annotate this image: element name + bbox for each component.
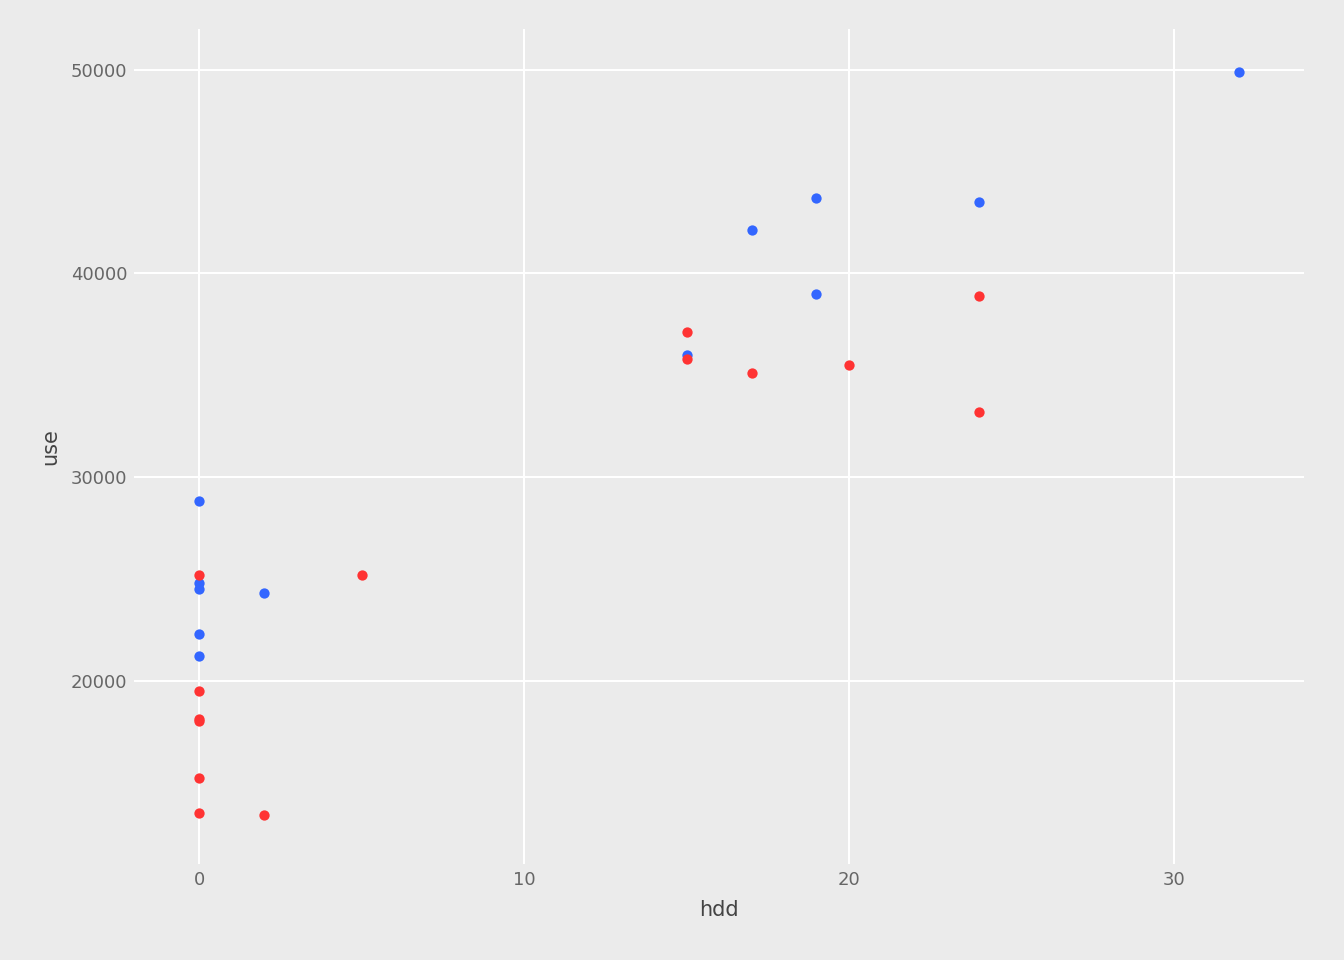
X-axis label: hdd: hdd	[699, 900, 739, 920]
Point	[968, 194, 989, 209]
Point	[188, 684, 210, 699]
Point	[741, 366, 762, 381]
Point	[254, 807, 276, 823]
Point	[188, 626, 210, 641]
Point	[805, 190, 827, 205]
Point	[188, 582, 210, 597]
Point	[968, 404, 989, 420]
Point	[676, 324, 698, 340]
Point	[254, 586, 276, 601]
Point	[805, 286, 827, 301]
Point	[188, 575, 210, 590]
Point	[676, 348, 698, 363]
Point	[188, 649, 210, 664]
Point	[188, 711, 210, 727]
Y-axis label: use: use	[40, 428, 60, 465]
Point	[741, 223, 762, 238]
Point	[188, 771, 210, 786]
Point	[188, 493, 210, 509]
Point	[1228, 64, 1250, 80]
Point	[188, 805, 210, 821]
Point	[188, 567, 210, 583]
Point	[676, 351, 698, 367]
Point	[188, 713, 210, 729]
Point	[351, 567, 372, 583]
Point	[839, 357, 860, 372]
Point	[968, 288, 989, 303]
